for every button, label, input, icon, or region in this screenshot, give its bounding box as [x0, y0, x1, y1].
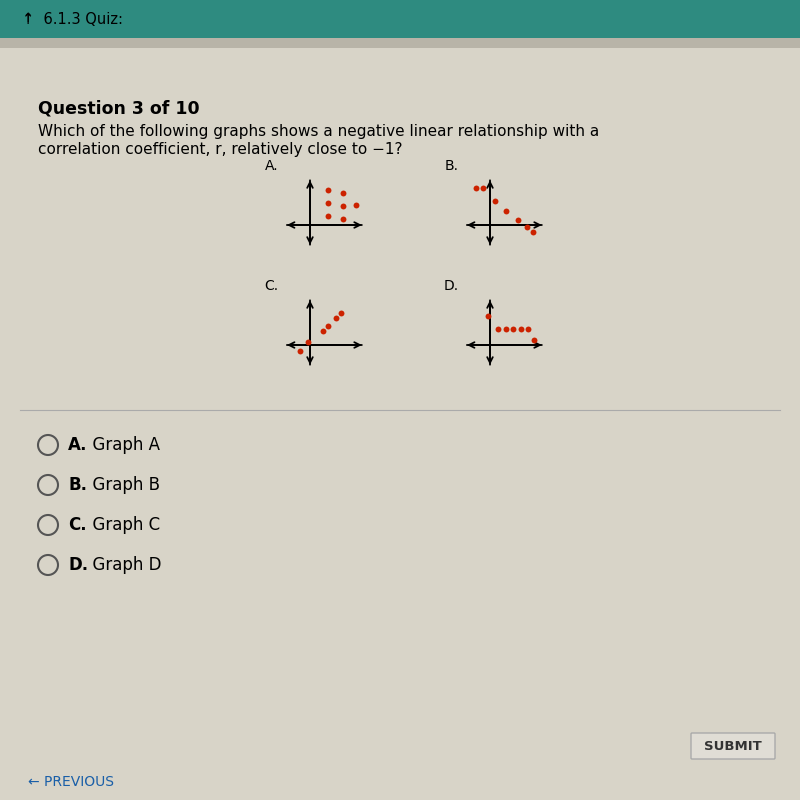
Bar	[0, 0, 800, 38]
Circle shape	[38, 515, 58, 535]
Text: A.: A.	[265, 159, 278, 174]
Point	[507, 323, 520, 336]
Point	[489, 194, 502, 207]
Point	[322, 196, 334, 209]
Circle shape	[38, 475, 58, 495]
Text: C.: C.	[264, 279, 278, 294]
Point	[528, 334, 541, 346]
Text: Which of the following graphs shows a negative linear relationship with a: Which of the following graphs shows a ne…	[38, 124, 599, 139]
Text: C.: C.	[68, 516, 86, 534]
FancyBboxPatch shape	[691, 733, 775, 759]
Point	[499, 323, 512, 336]
Text: Graph C: Graph C	[82, 516, 160, 534]
Point	[337, 213, 350, 226]
Point	[482, 310, 494, 322]
Bar	[0, 38, 800, 48]
Text: correlation coefficient, r, relatively close to −1?: correlation coefficient, r, relatively c…	[38, 142, 402, 157]
Text: A.: A.	[68, 436, 87, 454]
Point	[334, 306, 347, 319]
Text: ↑: ↑	[22, 13, 33, 26]
Circle shape	[38, 555, 58, 575]
Text: Graph B: Graph B	[82, 476, 160, 494]
Text: B.: B.	[444, 159, 458, 174]
Point	[317, 325, 330, 338]
Text: B.: B.	[68, 476, 87, 494]
Circle shape	[38, 435, 58, 455]
Point	[511, 214, 524, 226]
Point	[526, 226, 539, 238]
Point	[337, 199, 350, 212]
Point	[520, 220, 533, 234]
Point	[477, 182, 490, 194]
Point	[322, 319, 334, 333]
Text: D.: D.	[68, 556, 88, 574]
Point	[322, 210, 334, 222]
Point	[337, 186, 350, 199]
Text: ← PREVIOUS: ← PREVIOUS	[28, 775, 114, 789]
Text: D.: D.	[443, 279, 458, 294]
Point	[329, 312, 342, 325]
Text: ↑  6.1.3 Quiz:: ↑ 6.1.3 Quiz:	[22, 11, 123, 26]
Point	[470, 182, 482, 194]
Point	[350, 198, 362, 211]
Point	[294, 344, 307, 357]
Point	[499, 205, 512, 218]
Text: Graph A: Graph A	[82, 436, 160, 454]
Point	[302, 336, 314, 349]
Point	[322, 183, 334, 196]
Point	[522, 323, 534, 336]
Point	[492, 323, 505, 336]
Text: Question 3 of 10: Question 3 of 10	[38, 100, 200, 118]
Point	[514, 323, 527, 336]
Text: SUBMIT: SUBMIT	[704, 739, 762, 753]
Text: Graph D: Graph D	[82, 556, 162, 574]
